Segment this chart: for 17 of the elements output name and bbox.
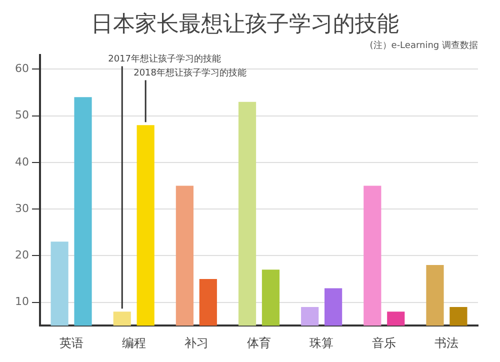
y-tick-label: 30 xyxy=(14,202,29,215)
y-tick-label: 20 xyxy=(14,248,29,262)
y-tick-label: 60 xyxy=(14,62,29,76)
x-tick-label: 珠算 xyxy=(310,336,334,350)
text: 2017年想让孩子学习的技能 xyxy=(108,54,222,65)
x-tick-label: 体育 xyxy=(247,336,271,350)
chart-title: 日本家长最想让孩子学习的技能 xyxy=(91,12,399,37)
text: 2018年想让孩子学习的技能 xyxy=(134,68,246,79)
y-tick-label: 50 xyxy=(14,108,29,122)
x-tick-label: 书法 xyxy=(434,336,459,350)
text: (注）e-Learning 调查数据 xyxy=(370,40,478,52)
x-tick-label: 音乐 xyxy=(372,336,396,350)
x-tick-label: 编程 xyxy=(122,336,146,350)
x-tick-label: 英语 xyxy=(59,336,84,350)
x-tick-label: 补习 xyxy=(184,336,208,350)
y-tick-label: 10 xyxy=(14,295,29,308)
y-tick-label: 40 xyxy=(14,155,29,168)
